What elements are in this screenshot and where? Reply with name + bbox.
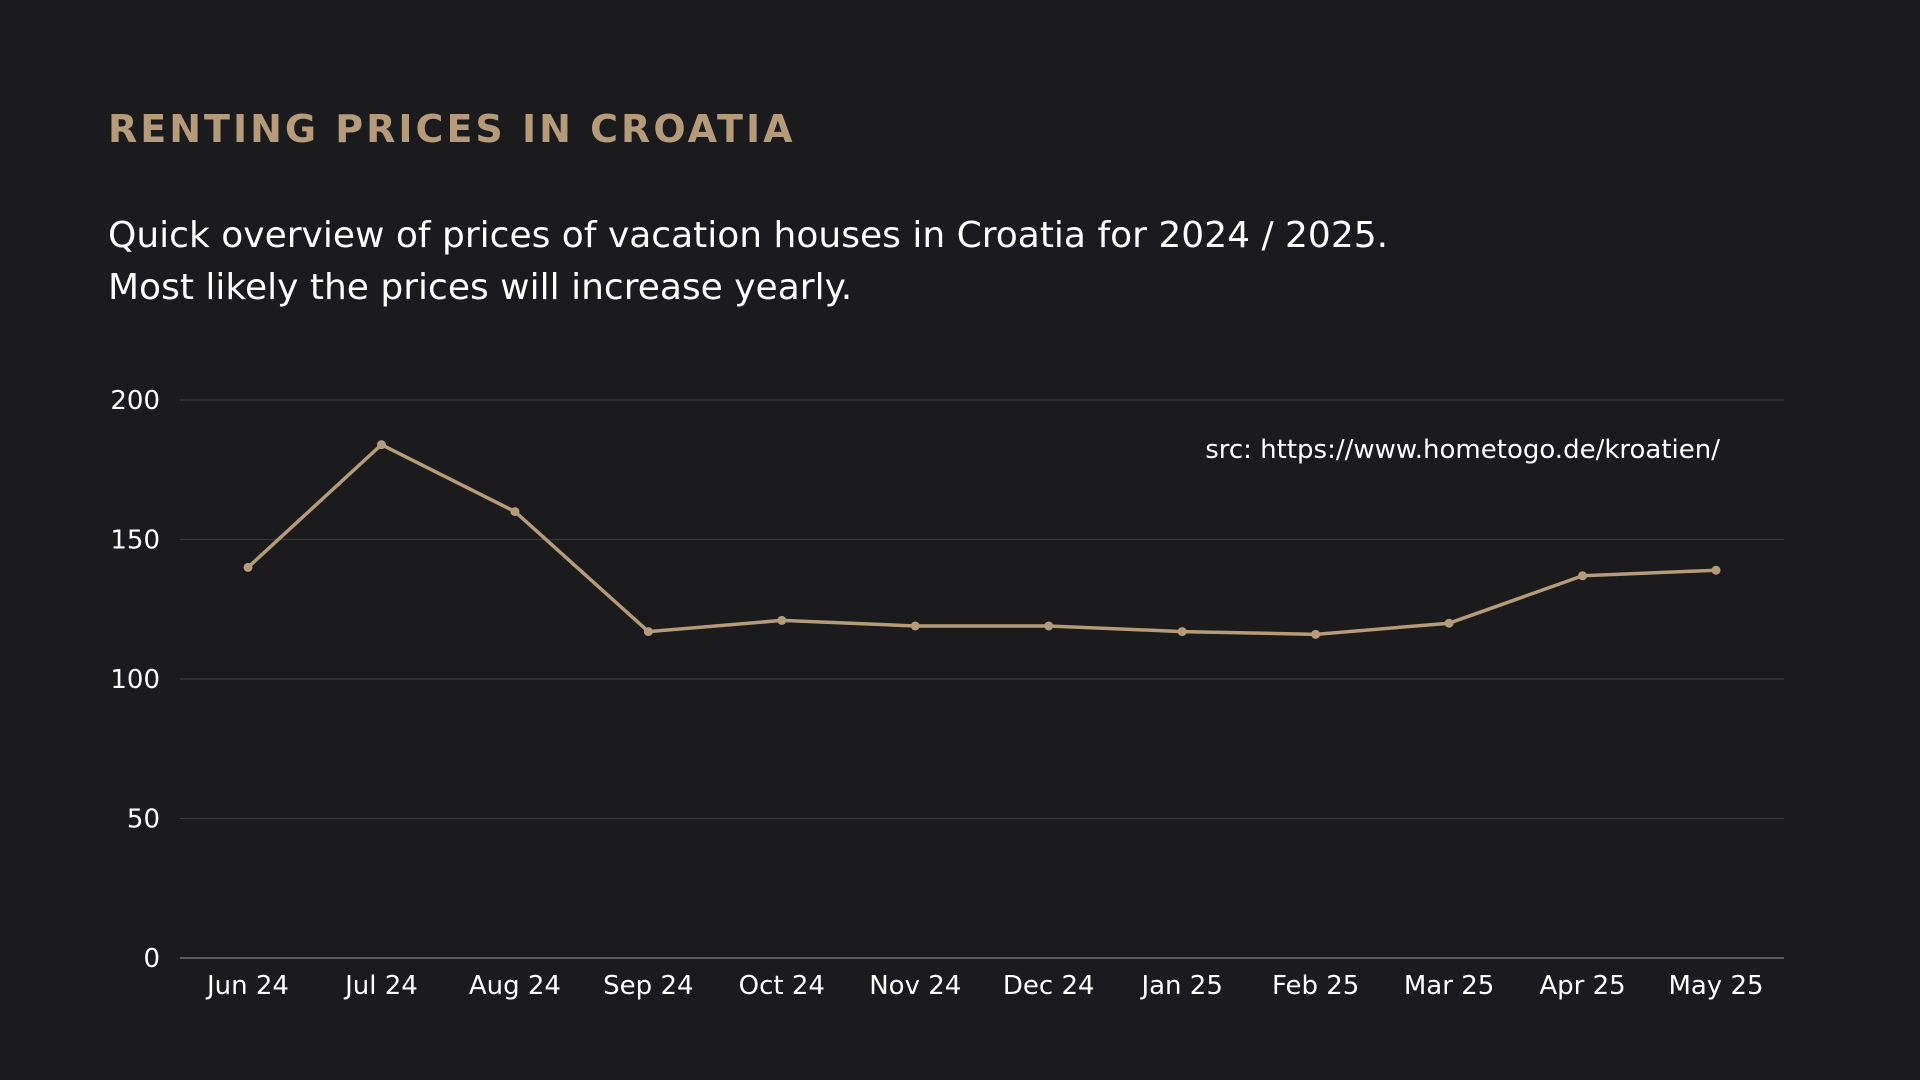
y-tick-label: 150 [110,526,160,556]
data-point [1177,627,1187,637]
data-point [376,440,386,450]
data-point [777,615,787,625]
data-point [643,627,653,637]
data-point [1044,621,1054,631]
x-tick-label: Feb 25 [1272,971,1359,1001]
x-axis-ticks: Jun 24 Jul 24 Aug 24 Sep 24 Oct 24 Nov 24 Dec … [205,971,1764,1001]
subtitle-line-1: Quick overview of prices of vacation hou… [108,215,1389,256]
y-tick-label: 100 [110,665,160,695]
y-tick-label: 50 [127,805,160,835]
x-tick-label: Jul 24 [343,971,418,1001]
y-tick-label: 0 [143,944,160,974]
x-tick-label: Mar 25 [1404,971,1494,1001]
data-point [910,621,920,631]
data-point [1711,565,1721,575]
y-axis-ticks: 0 50 100 150 200 [110,386,160,974]
data-point [243,562,253,572]
x-tick-label: May 25 [1668,971,1763,1001]
data-point [1578,571,1588,581]
source-annotation: src: https://www.hometogo.de/kroatien/ [1205,435,1720,465]
chart-title: RENTING PRICES IN CROATIA [108,107,796,151]
grid-lines [180,399,1784,959]
x-tick-label: Jan 25 [1139,971,1222,1001]
x-tick-label: Oct 24 [739,971,825,1001]
data-point [1444,618,1454,628]
data-points [243,440,1721,639]
x-tick-label: Jun 24 [205,971,289,1001]
series-line [246,442,1717,637]
x-tick-label: Apr 25 [1539,971,1625,1001]
x-tick-label: Nov 24 [869,971,961,1001]
subtitle-line-2: Most likely the prices will increase yea… [108,267,853,308]
data-point [510,507,520,517]
chart-subtitle: Quick overview of prices of vacation hou… [108,210,1608,314]
y-tick-label: 200 [110,386,160,416]
x-tick-label: Aug 24 [469,971,561,1001]
x-tick-label: Sep 24 [603,971,693,1001]
data-point [1311,629,1321,639]
x-tick-label: Dec 24 [1003,971,1095,1001]
